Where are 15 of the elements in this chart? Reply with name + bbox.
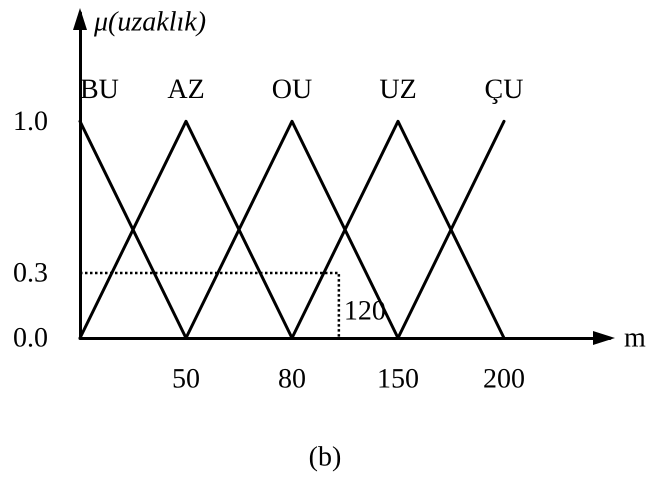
series-label: ÇU bbox=[484, 74, 524, 105]
series-label: AZ bbox=[167, 74, 205, 105]
y-tick-label: 0.0 bbox=[13, 322, 48, 354]
series-label: OU bbox=[272, 74, 312, 105]
series-label: BU bbox=[80, 74, 119, 105]
y-axis-title: μ(uzaklık) bbox=[93, 6, 206, 38]
x-tick-label: 150 bbox=[377, 364, 419, 394]
x-tick-label: 50 bbox=[172, 364, 200, 394]
x-tick-label: 200 bbox=[483, 364, 525, 394]
y-tick-label: 0.3 bbox=[13, 258, 48, 288]
text: (b) bbox=[308, 442, 342, 472]
y-tick-label: 1.0 bbox=[13, 106, 48, 137]
x-tick-label: 80 bbox=[278, 364, 306, 394]
x-axis-title: m bbox=[624, 322, 646, 354]
series-label: UZ bbox=[379, 74, 417, 105]
